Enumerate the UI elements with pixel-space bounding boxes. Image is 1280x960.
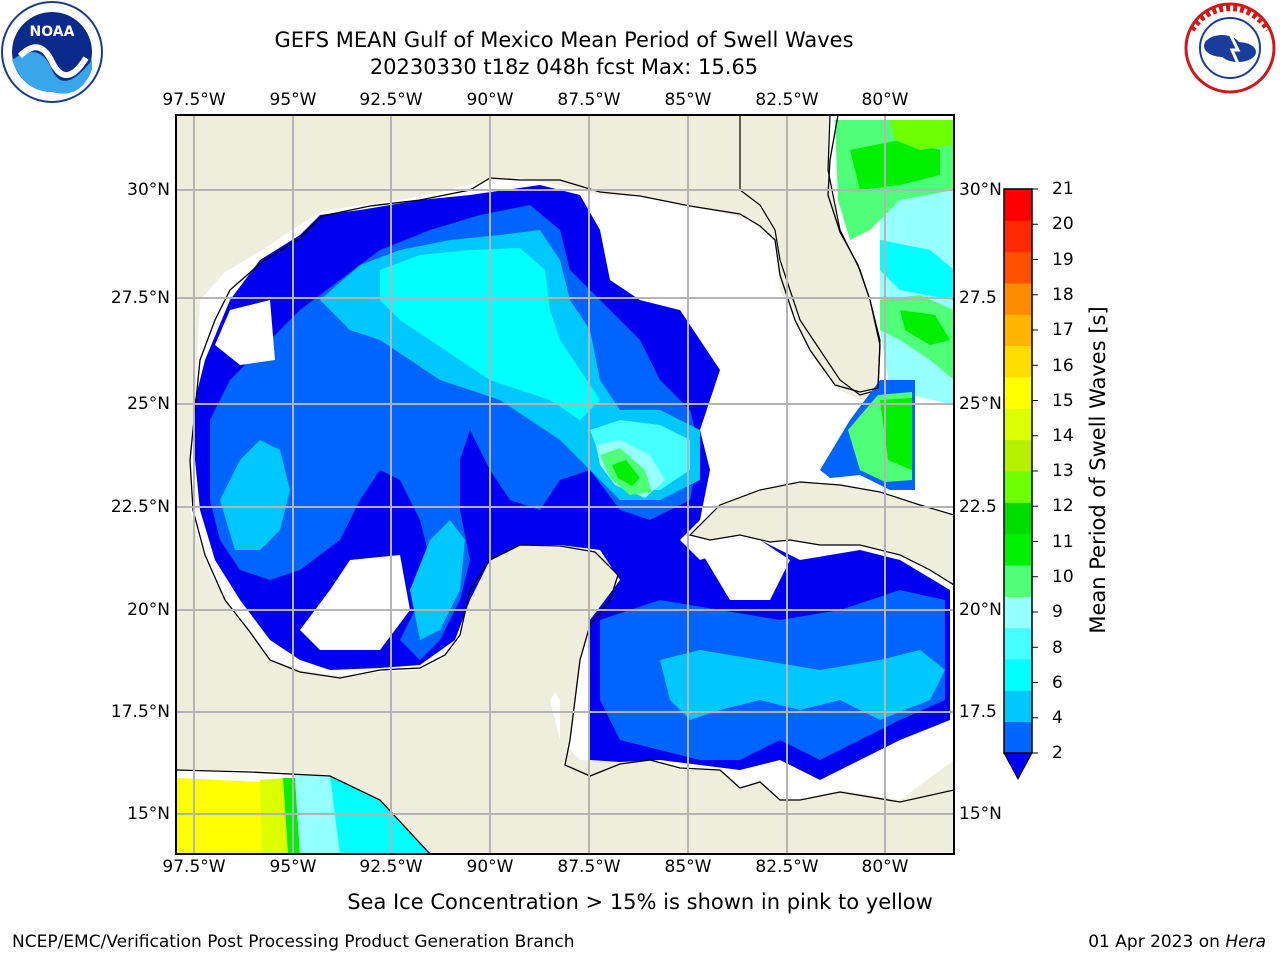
lon-label: 95°W — [269, 857, 317, 877]
noaa-logo: NOAA — [1, 1, 103, 103]
colorbar-segment — [1004, 721, 1032, 754]
lat-label: 22.5 — [959, 497, 997, 517]
colorbar-tick-label: 20 — [1052, 214, 1074, 234]
colorbar-tick-label: 8 — [1052, 638, 1063, 658]
lat-label: 27.5°N — [110, 288, 170, 308]
lon-label: 85°W — [664, 857, 712, 877]
lon-label: 92.5°W — [359, 857, 423, 877]
lon-label: 97.5°W — [162, 90, 226, 110]
colorbar-segment — [1004, 189, 1032, 221]
nws-logo — [1184, 2, 1276, 94]
colorbar-tick-label: 15 — [1052, 391, 1074, 411]
colorbar-tick-label: 10 — [1052, 567, 1074, 587]
colorbar — [1003, 188, 1038, 781]
colorbar-tick-label: 4 — [1052, 708, 1063, 728]
lat-label: 15°N — [127, 804, 170, 824]
colorbar-segment — [1004, 627, 1032, 660]
lon-label: 92.5°W — [359, 90, 423, 110]
lat-label: 17.5°N — [110, 702, 170, 722]
lon-label: 80°W — [861, 857, 909, 877]
lat-label: 22.5°N — [110, 497, 170, 517]
sea-ice-note-text: Sea Ice Concentration > 15% is shown in … — [347, 890, 933, 914]
lat-label: 15°N — [959, 804, 1002, 824]
lon-label: 95°W — [269, 90, 317, 110]
colorbar-segment — [1004, 690, 1032, 723]
lon-label: 82.5°W — [755, 90, 819, 110]
colorbar-tick-label: 16 — [1052, 356, 1074, 376]
map-subtitle: 20230330 t18z 048h fcst Max: 15.65 — [369, 55, 759, 79]
swell-field — [176, 120, 954, 854]
sea-ice-note: Sea Ice Concentration > 15% is shown in … — [0, 890, 1280, 914]
map-title: GEFS MEAN Gulf of Mexico Mean Period of … — [274, 28, 854, 52]
florida — [739, 115, 881, 396]
colorbar-title: Mean Period of Swell Waves [s] — [1086, 306, 1110, 634]
machine-name: Hera — [1225, 932, 1266, 952]
lon-label: 87.5°W — [557, 857, 621, 877]
coastlines — [176, 115, 954, 854]
colorbar-extend-triangle — [1003, 752, 1033, 781]
colorbar-tick-label: 18 — [1052, 285, 1074, 305]
lon-label: 80°W — [861, 90, 909, 110]
lon-label: 97.5°W — [162, 857, 226, 877]
lat-label: 17.5 — [959, 702, 997, 722]
colorbar-segment — [1004, 502, 1032, 535]
colorbar-segment — [1004, 533, 1032, 566]
map-frame — [175, 114, 955, 855]
colorbar-segment — [1004, 314, 1032, 347]
colorbar-tick-label: 17 — [1052, 320, 1074, 340]
colorbar-segment — [1004, 565, 1032, 597]
run-date: 01 Apr 2023 on Hera — [1088, 932, 1266, 952]
lon-label: 90°W — [466, 90, 514, 110]
colorbar-tick-label: 19 — [1052, 250, 1074, 270]
lat-label: 20°N — [959, 600, 1002, 620]
colorbar-segment — [1004, 659, 1032, 691]
lon-label: 82.5°W — [755, 857, 819, 877]
lon-label: 85°W — [664, 90, 712, 110]
lon-label: 90°W — [466, 857, 514, 877]
colorbar-tick-label: 2 — [1052, 743, 1063, 763]
yucatan — [540, 548, 620, 760]
colorbar-tick-label: 21 — [1052, 179, 1074, 199]
colorbar-tick-label: 13 — [1052, 461, 1074, 481]
lon-label: 87.5°W — [557, 90, 621, 110]
lat-label: 27.5 — [959, 288, 997, 308]
lat-label: 30°N — [127, 180, 170, 200]
colorbar-segment — [1004, 439, 1032, 472]
colorbar-tick-label: 11 — [1052, 532, 1074, 552]
colorbar-segment — [1004, 471, 1032, 503]
colorbar-segment — [1004, 596, 1032, 629]
colorbar-segment — [1004, 377, 1032, 409]
colorbar-segment — [1004, 283, 1032, 315]
run-date-text: 01 Apr 2023 on — [1088, 932, 1226, 952]
colorbar-segment — [1004, 345, 1032, 378]
lat-label: 25°N — [959, 394, 1002, 414]
svg-text:NOAA: NOAA — [30, 24, 75, 40]
colorbar-segment — [1004, 408, 1032, 441]
lat-label: 20°N — [127, 600, 170, 620]
lat-label: 30°N — [959, 180, 1002, 200]
lat-label: 25°N — [127, 394, 170, 414]
colorbar-tick-label: 6 — [1052, 673, 1063, 693]
colorbar-tick-label: 12 — [1052, 496, 1074, 516]
producer-credit: NCEP/EMC/Verification Post Processing Pr… — [12, 932, 575, 952]
colorbar-segment — [1004, 220, 1032, 253]
gridlines — [176, 115, 954, 854]
colorbar-segment — [1004, 251, 1032, 284]
colorbar-tick-label: 9 — [1052, 602, 1063, 622]
colorbar-tick-label: 14 — [1052, 426, 1074, 446]
